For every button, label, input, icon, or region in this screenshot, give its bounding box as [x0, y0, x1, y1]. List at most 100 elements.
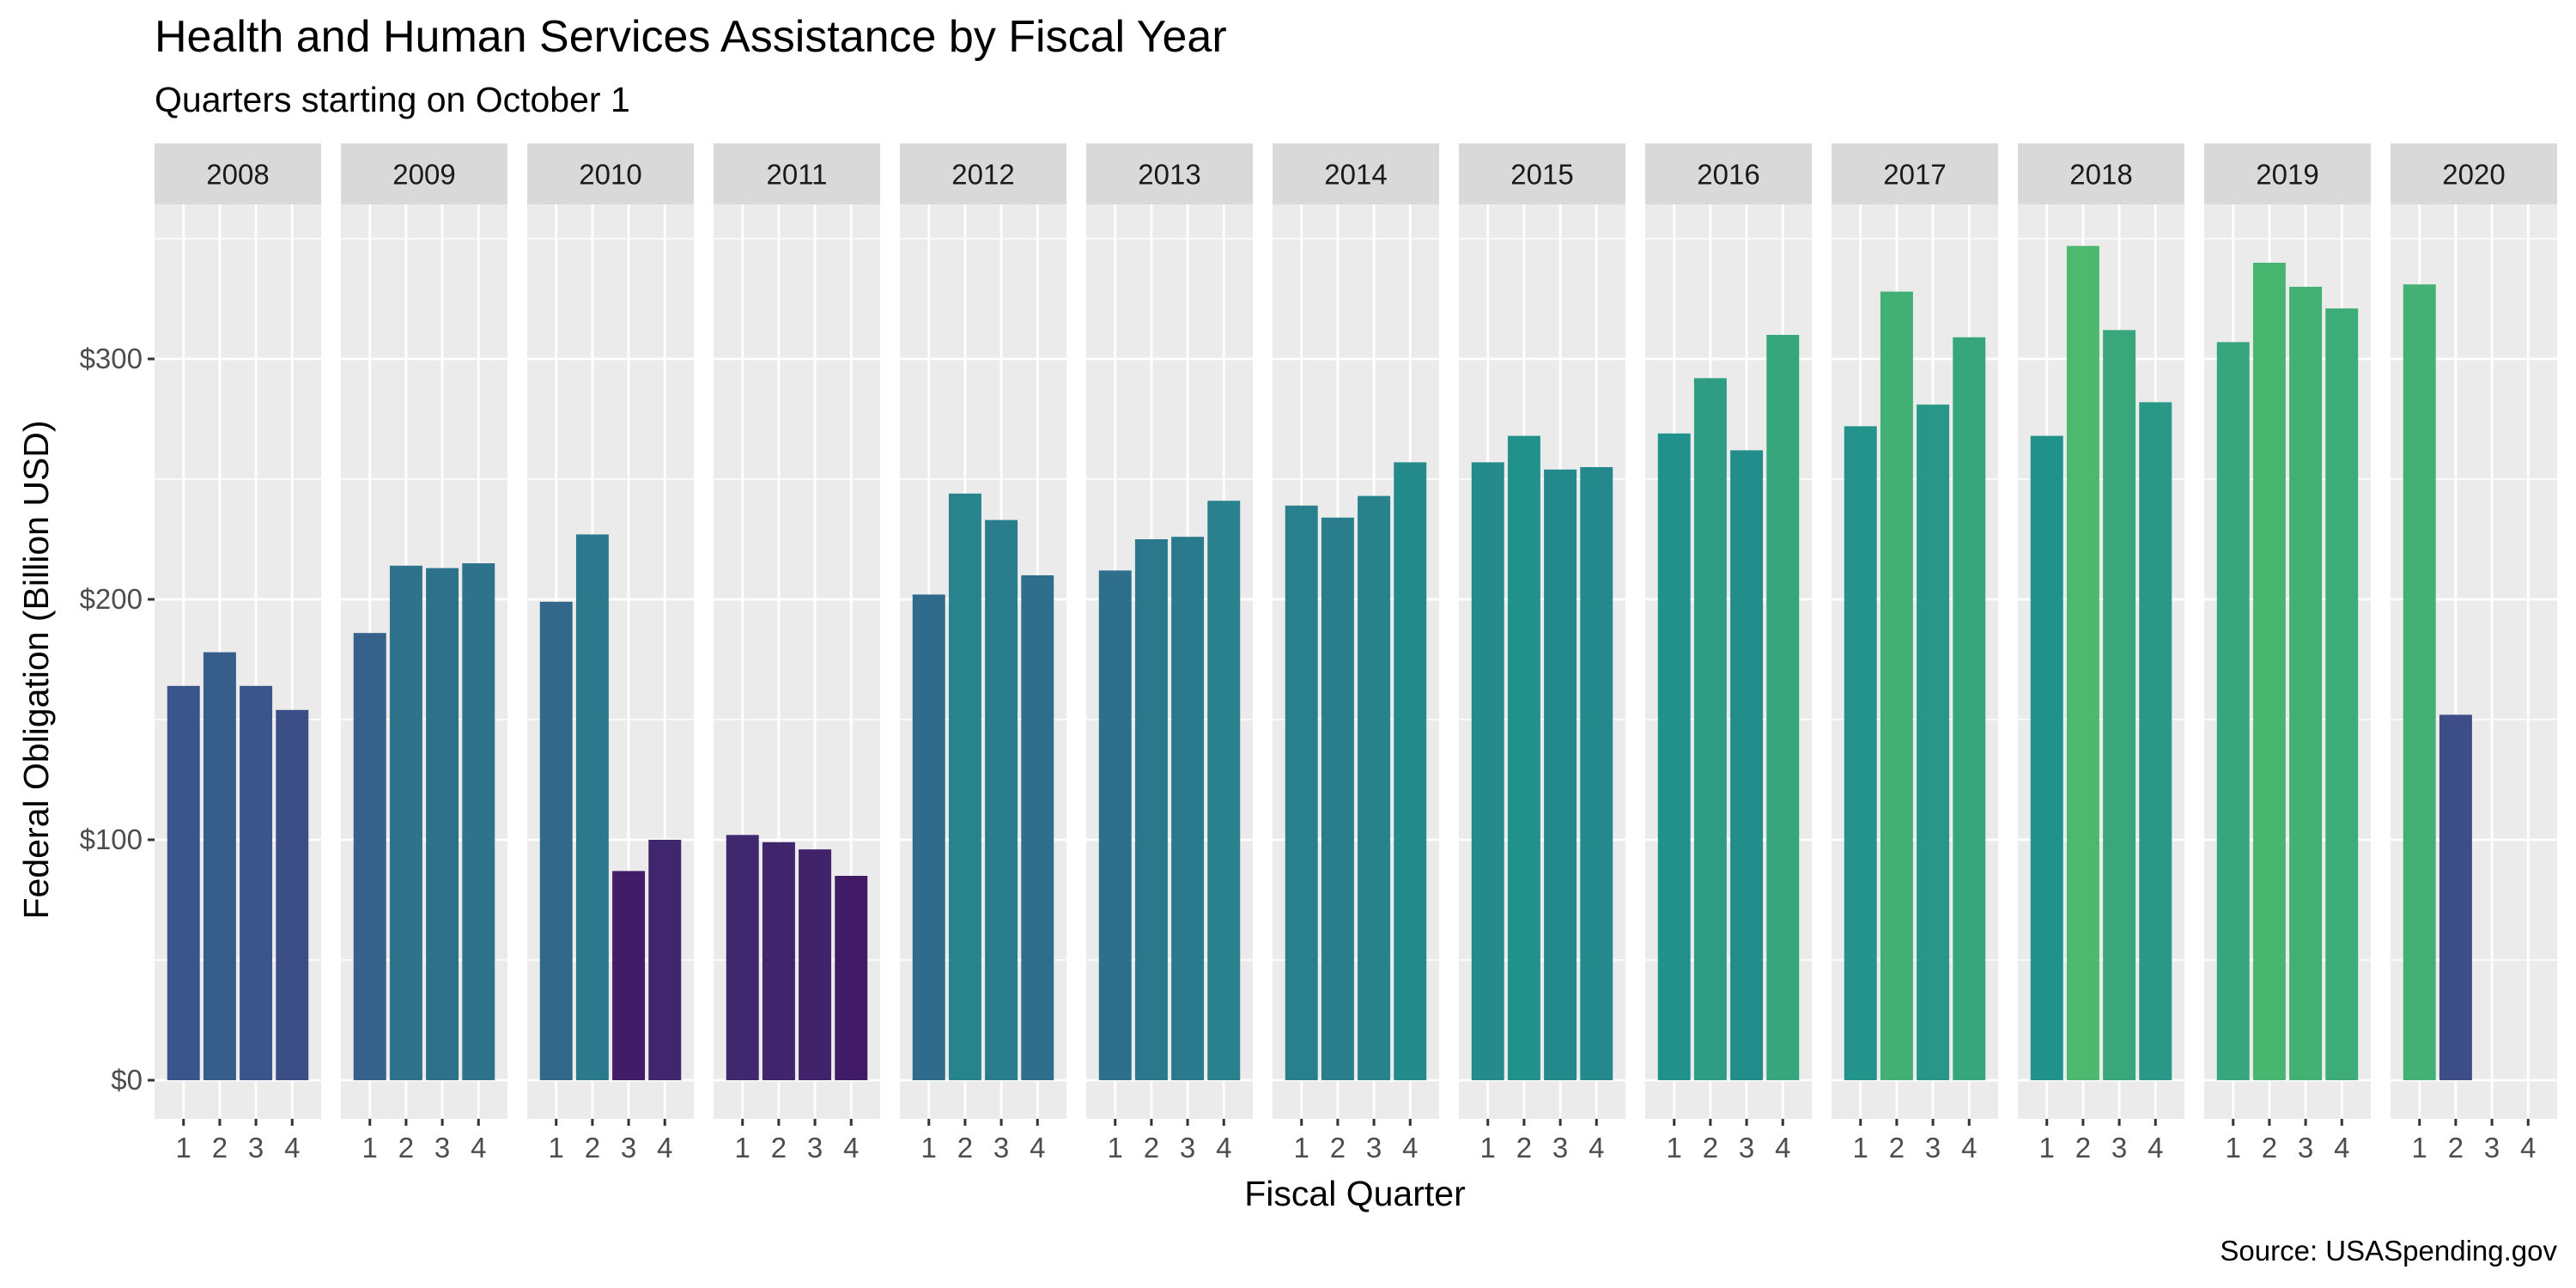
bar-2014-q2	[1321, 517, 1354, 1080]
bar-2012-q2	[948, 493, 981, 1080]
facet-panel-2015: 2015 1 2 3 4	[1459, 143, 1625, 1163]
facet-strip-label: 2012	[951, 159, 1014, 191]
x-tick-label: 2	[1703, 1132, 1718, 1163]
x-tick-label: 1	[362, 1132, 378, 1163]
facet-strip-label: 2017	[1883, 159, 1946, 191]
facet-strip-label: 2014	[1324, 159, 1387, 191]
x-tick-label: 3	[2111, 1132, 2127, 1163]
x-tick-label: 1	[2412, 1132, 2427, 1163]
x-tick-label: 2	[585, 1132, 600, 1163]
bar-2008-q3	[240, 685, 273, 1080]
bar-2009-q1	[353, 633, 386, 1080]
bar-2013-q3	[1171, 537, 1205, 1080]
bar-2011-q3	[799, 849, 832, 1080]
x-tick-label: 2	[771, 1132, 787, 1163]
bar-2020-q2	[2439, 714, 2472, 1080]
y-tick-label: $0	[111, 1064, 143, 1096]
bar-2012-q1	[912, 594, 945, 1080]
facet-strip-label: 2010	[579, 159, 641, 191]
bar-2015-q4	[1580, 467, 1613, 1080]
x-tick-label: 2	[2448, 1132, 2464, 1163]
x-tick-label: 1	[176, 1132, 191, 1163]
bar-2009-q3	[426, 568, 459, 1080]
bar-2018-q2	[2066, 246, 2099, 1080]
facet-panel-2012: 2012 1 2 3 4	[900, 143, 1066, 1163]
x-tick-label: 3	[2484, 1132, 2500, 1163]
bar-2016-q3	[1730, 450, 1764, 1080]
facet-strip-label: 2019	[2256, 159, 2318, 191]
chart-subtitle: Quarters starting on October 1	[155, 80, 630, 119]
x-tick-label: 4	[1402, 1132, 1418, 1163]
bar-2019-q4	[2325, 308, 2359, 1080]
bar-2011-q2	[762, 841, 795, 1080]
facet-strip-label: 2020	[2442, 159, 2505, 191]
facet-strip	[1086, 143, 1253, 204]
y-tick-label: $100	[80, 823, 143, 855]
x-tick-label: 1	[1294, 1132, 1309, 1163]
facet-strip-label: 2018	[2069, 159, 2132, 191]
bar-2010-q1	[539, 601, 573, 1080]
x-axis-title: Fiscal Quarter	[1244, 1174, 1465, 1213]
facet-panel-2014: 2014 1 2 3 4	[1273, 143, 1439, 1163]
facet-strip	[1832, 143, 1998, 204]
facet-panel-2016: 2016 1 2 3 4	[1645, 143, 1812, 1163]
facet-strip	[714, 143, 880, 204]
bar-2015-q2	[1507, 435, 1540, 1081]
bar-2015-q1	[1471, 462, 1504, 1080]
y-axis-title: Federal Obligation (Billion USD)	[16, 420, 56, 919]
bar-2020-q1	[2403, 284, 2436, 1080]
x-tick-label: 1	[921, 1132, 937, 1163]
bar-2009-q4	[462, 563, 495, 1080]
x-tick-label: 4	[1961, 1132, 1977, 1163]
facet-strip	[2018, 143, 2184, 204]
x-tick-label: 1	[549, 1132, 564, 1163]
facet-panel-2008: 2008 1 2 3 4	[155, 143, 321, 1163]
x-tick-label: 2	[1330, 1132, 1346, 1163]
x-tick-label: 2	[212, 1132, 228, 1163]
bar-2013-q1	[1098, 570, 1132, 1080]
x-tick-label: 4	[471, 1132, 486, 1163]
x-tick-label: 1	[2226, 1132, 2241, 1163]
bar-2013-q2	[1134, 539, 1168, 1080]
bar-2019-q1	[2216, 342, 2250, 1080]
facet-strip-label: 2016	[1697, 159, 1759, 191]
bar-2017-q1	[1844, 426, 1877, 1080]
facet-panel-2020: 2020 1 2 3 4	[2391, 143, 2557, 1163]
y-tick-label: $300	[80, 343, 143, 374]
x-tick-label: 1	[2039, 1132, 2055, 1163]
bar-2019-q3	[2289, 287, 2323, 1080]
x-tick-label: 3	[807, 1132, 823, 1163]
bar-2011-q1	[726, 835, 759, 1080]
bar-2012-q3	[985, 519, 1018, 1080]
x-tick-label: 4	[843, 1132, 859, 1163]
x-tick-label: 3	[434, 1132, 450, 1163]
x-tick-label: 4	[1030, 1132, 1045, 1163]
facet-strip	[1459, 143, 1625, 204]
facet-strip	[2204, 143, 2371, 204]
x-tick-label: 3	[1366, 1132, 1382, 1163]
bar-2014-q3	[1358, 495, 1391, 1080]
bar-2018-q1	[2030, 435, 2063, 1081]
chart-title: Health and Human Services Assistance by …	[155, 12, 1227, 62]
facet-strip-label: 2013	[1138, 159, 1200, 191]
facet-strip	[2391, 143, 2557, 204]
facet-strip-label: 2011	[767, 159, 828, 191]
bar-2017-q2	[1880, 291, 1913, 1081]
facet-strip	[155, 143, 321, 204]
x-tick-label: 4	[2520, 1132, 2536, 1163]
x-tick-label: 3	[1925, 1132, 1941, 1163]
bar-2014-q4	[1394, 462, 1427, 1080]
facet-strip	[1273, 143, 1439, 204]
bar-2017-q3	[1917, 404, 1950, 1080]
bar-2010-q4	[648, 840, 682, 1080]
x-tick-label: 3	[2298, 1132, 2313, 1163]
x-tick-label: 3	[621, 1132, 636, 1163]
x-tick-label: 3	[248, 1132, 264, 1163]
y-tick-label: $200	[80, 583, 143, 615]
bar-2016-q4	[1766, 335, 1800, 1080]
facet-strip	[900, 143, 1066, 204]
x-tick-label: 4	[284, 1132, 300, 1163]
facet-strip-label: 2008	[206, 159, 269, 191]
facet-strip	[341, 143, 507, 204]
